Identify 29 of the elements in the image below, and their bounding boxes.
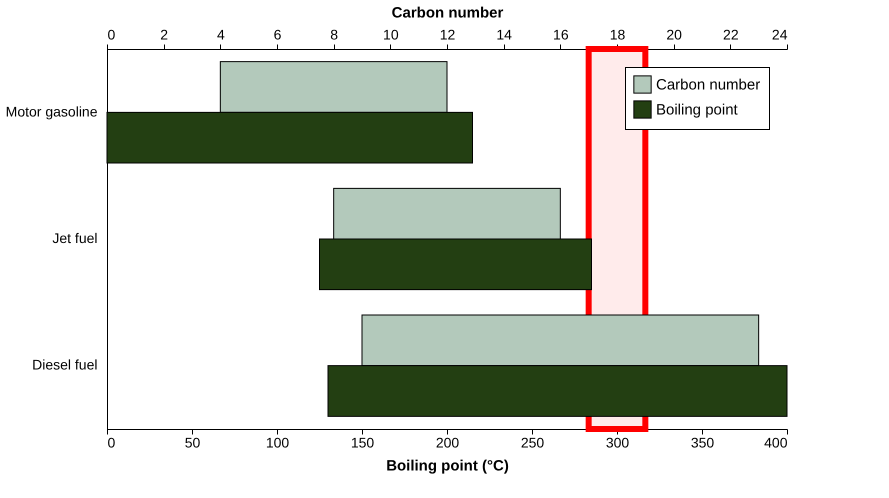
legend-label: Carbon number — [656, 76, 760, 94]
x-tick-label: 300 — [606, 434, 630, 450]
x-tick-label: 150 — [350, 434, 374, 450]
x2-tick-label: 6 — [274, 26, 282, 42]
x2-tick-label: 0 — [108, 26, 116, 42]
x2-tick-label: 20 — [666, 26, 682, 42]
x2-axis-title: Carbon number — [392, 4, 504, 22]
x2-tick-label: 22 — [723, 26, 739, 42]
x-tick-label: 50 — [184, 434, 200, 450]
x2-tick-label: 4 — [216, 26, 225, 42]
x-tick-label: 250 — [520, 434, 544, 450]
x2-tick-label: 10 — [383, 26, 399, 42]
x-tick-label: 350 — [690, 434, 714, 450]
x-axis-title: Boiling point (°C) — [386, 458, 509, 474]
x2-tick-label: 14 — [496, 26, 512, 42]
x2-tick-label: 18 — [610, 26, 626, 42]
x-tick-label: 0 — [108, 434, 116, 450]
y-tick-label: Jet fuel — [52, 230, 98, 246]
x2-tick-label: 8 — [330, 26, 338, 42]
y-tick-label: Motor gasoline — [6, 103, 98, 120]
y-tick-label: Diesel fuel — [32, 356, 98, 373]
legend-label: Boiling point — [656, 102, 739, 118]
x-tick-label: 400 — [764, 434, 788, 450]
x2-tick-label: 2 — [160, 26, 168, 42]
x2-tick-label: 24 — [772, 26, 788, 42]
x2-tick-label: 12 — [440, 26, 456, 42]
x-tick-label: 100 — [266, 434, 290, 450]
x2-tick-label: 16 — [553, 26, 569, 42]
x-tick-label: 200 — [436, 434, 460, 450]
